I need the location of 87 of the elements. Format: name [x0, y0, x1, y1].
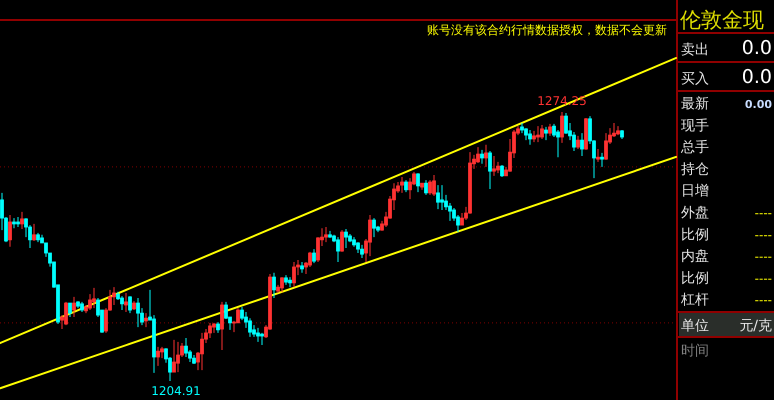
candlestick	[428, 180, 432, 196]
category-label: 单位	[681, 318, 709, 334]
candlestick	[336, 236, 340, 262]
candlestick	[580, 132, 584, 157]
category-label: 持仓	[681, 161, 709, 178]
candlestick	[500, 164, 504, 178]
candlestick	[432, 174, 436, 196]
candlestick	[300, 261, 304, 274]
candlestick	[156, 346, 160, 366]
candlestick	[280, 276, 284, 293]
candlestick	[68, 302, 72, 318]
category-label: 杠杆	[680, 292, 709, 308]
candlestick	[92, 287, 96, 309]
candlestick	[404, 180, 408, 193]
candlestick	[480, 149, 484, 164]
candlestick	[32, 223, 36, 242]
category-label: 日增	[681, 183, 709, 200]
candlestick	[260, 332, 264, 346]
text: ----	[754, 228, 772, 242]
candlestick	[284, 274, 288, 286]
candlestick	[324, 226, 328, 243]
candlestick	[488, 150, 492, 190]
candlestick	[64, 301, 68, 326]
category-label: 内盘	[681, 248, 709, 265]
candlestick	[540, 124, 544, 140]
candlestick	[136, 298, 140, 328]
text: ----	[754, 206, 772, 220]
candlestick	[596, 148, 600, 162]
category-label: 最新	[681, 96, 709, 112]
candlestick	[80, 301, 84, 312]
category-label: 买入	[681, 71, 709, 87]
candlestick	[288, 276, 292, 288]
candlestick	[492, 156, 496, 176]
candlestick	[544, 126, 548, 141]
candlestick	[344, 228, 348, 248]
candlestick	[416, 172, 420, 193]
category-label: 比例	[681, 226, 709, 243]
text: ----	[754, 250, 772, 264]
candlestick	[548, 123, 552, 136]
candlestick	[36, 232, 40, 243]
category-label: 现手	[681, 118, 709, 134]
candlestick	[436, 184, 440, 210]
candlestick	[216, 322, 220, 334]
candlestick	[144, 312, 148, 328]
candlestick	[528, 130, 532, 146]
candlestick	[424, 180, 428, 196]
candlestick	[360, 244, 364, 259]
candlestick	[372, 218, 376, 238]
candlestick	[272, 272, 276, 299]
text: 0.0	[742, 66, 772, 88]
candlestick	[536, 126, 540, 143]
candlestick	[312, 248, 316, 264]
text: 1204.91	[151, 384, 201, 398]
candlestick	[440, 184, 444, 210]
category-label: 时间	[681, 343, 709, 359]
text: ----	[754, 271, 772, 286]
text: 0.0	[742, 37, 772, 59]
candlestick	[200, 332, 204, 371]
candlestick	[172, 339, 176, 373]
candlestick	[576, 135, 580, 150]
candlestick	[560, 112, 564, 144]
candlestick	[124, 292, 128, 312]
candlestick	[16, 216, 20, 228]
category-label: 卖出	[681, 42, 709, 58]
candlestick	[224, 301, 228, 320]
candlestick	[8, 214, 12, 248]
candlestick	[400, 176, 404, 194]
candlestick	[600, 152, 604, 168]
candlestick	[532, 130, 536, 143]
candlestick	[20, 211, 24, 230]
candlestick	[256, 327, 260, 342]
category-label: 总手	[680, 140, 709, 156]
text: 元/克	[739, 318, 772, 334]
text: 0.00	[744, 98, 772, 111]
candlestick	[120, 296, 124, 311]
candlestick	[128, 296, 132, 314]
text: ----	[754, 293, 772, 308]
category-label: 比例	[681, 270, 709, 286]
category-label: 外盘	[681, 205, 709, 221]
candlestick	[176, 341, 180, 373]
candlestick	[340, 230, 344, 252]
candlestick	[72, 296, 76, 318]
candlestick	[292, 261, 296, 288]
candlestick	[484, 144, 488, 168]
candlestick	[12, 218, 16, 229]
text: 伦敦金现	[680, 8, 764, 32]
text: 账号没有该合约行情数据授权，数据不会更新	[427, 23, 667, 37]
